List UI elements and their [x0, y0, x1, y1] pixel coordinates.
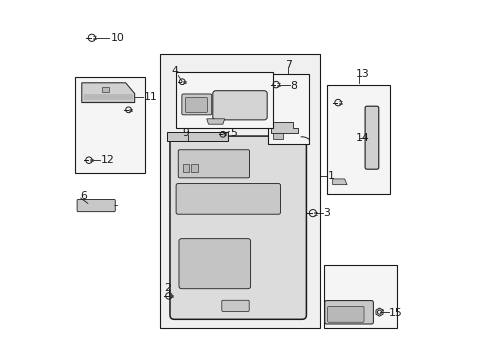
FancyBboxPatch shape — [212, 91, 266, 120]
Text: 14: 14 — [355, 132, 368, 143]
Text: 15: 15 — [388, 308, 402, 318]
Bar — [176, 72, 273, 128]
FancyBboxPatch shape — [179, 239, 250, 289]
Polygon shape — [206, 119, 224, 124]
Text: 5: 5 — [230, 128, 237, 138]
FancyBboxPatch shape — [176, 184, 280, 214]
FancyBboxPatch shape — [222, 300, 249, 311]
Text: 1: 1 — [327, 171, 334, 181]
Text: 12: 12 — [101, 155, 114, 165]
Text: 4: 4 — [171, 66, 178, 76]
Text: 3: 3 — [323, 208, 330, 218]
FancyBboxPatch shape — [170, 136, 306, 319]
FancyBboxPatch shape — [182, 94, 211, 115]
Polygon shape — [332, 179, 346, 185]
FancyBboxPatch shape — [324, 301, 373, 324]
Polygon shape — [81, 83, 134, 103]
Bar — [267, 74, 309, 144]
Polygon shape — [270, 122, 297, 133]
Text: 6: 6 — [81, 191, 87, 201]
Text: 8: 8 — [289, 81, 297, 91]
FancyBboxPatch shape — [185, 98, 207, 112]
Text: 11: 11 — [143, 92, 157, 102]
Bar — [191, 164, 197, 172]
Bar — [326, 85, 389, 194]
FancyBboxPatch shape — [77, 199, 115, 212]
Bar — [160, 54, 320, 328]
Text: 2: 2 — [164, 283, 171, 293]
FancyBboxPatch shape — [178, 150, 249, 178]
FancyBboxPatch shape — [327, 306, 363, 322]
Bar — [102, 87, 108, 92]
FancyBboxPatch shape — [365, 106, 378, 169]
Polygon shape — [272, 133, 283, 139]
Text: 13: 13 — [355, 69, 369, 79]
Bar — [323, 265, 397, 328]
Text: 10: 10 — [110, 33, 124, 43]
Text: 9: 9 — [182, 128, 189, 138]
Bar — [182, 164, 189, 172]
Text: 7: 7 — [285, 60, 292, 70]
Bar — [167, 132, 228, 141]
Bar — [75, 77, 145, 173]
